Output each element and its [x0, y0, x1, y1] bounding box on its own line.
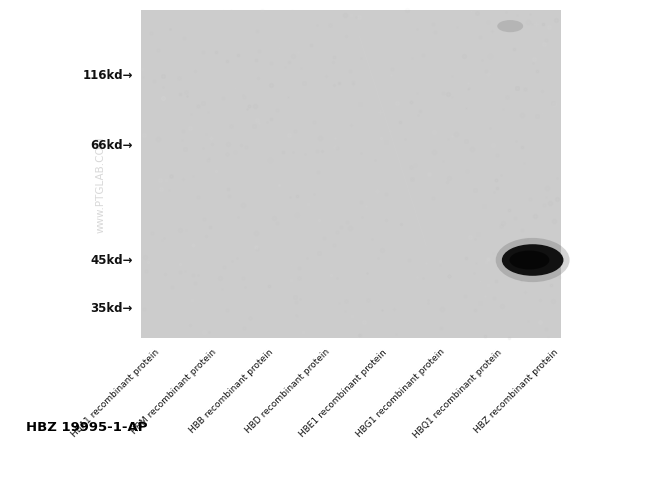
Text: www.PTGLAB.COM: www.PTGLAB.COM — [95, 137, 106, 233]
Text: 66kd→: 66kd→ — [90, 139, 133, 152]
Ellipse shape — [496, 238, 570, 282]
Bar — [141, 10, 561, 338]
Text: HBZ recombinant protein: HBZ recombinant protein — [473, 347, 561, 435]
Text: HBG1 recombinant protein: HBG1 recombinant protein — [354, 347, 446, 439]
Ellipse shape — [509, 251, 550, 269]
Text: HBM recombinant protein: HBM recombinant protein — [129, 347, 218, 436]
Text: HBD recombinant protein: HBD recombinant protein — [244, 347, 332, 435]
Ellipse shape — [502, 244, 563, 276]
Text: HBB recombinant protein: HBB recombinant protein — [187, 347, 275, 435]
Text: HBA1 recombinant protein: HBA1 recombinant protein — [69, 347, 161, 439]
Ellipse shape — [497, 20, 523, 32]
Text: HBQ1 recombinant protein: HBQ1 recombinant protein — [411, 347, 503, 439]
Text: 35kd→: 35kd→ — [91, 302, 133, 315]
Text: HBE1 recombinant protein: HBE1 recombinant protein — [298, 347, 389, 438]
Text: 45kd→: 45kd→ — [90, 254, 133, 266]
Text: HBZ 19995-1-AP: HBZ 19995-1-AP — [26, 421, 148, 434]
Text: 116kd→: 116kd→ — [82, 69, 133, 82]
